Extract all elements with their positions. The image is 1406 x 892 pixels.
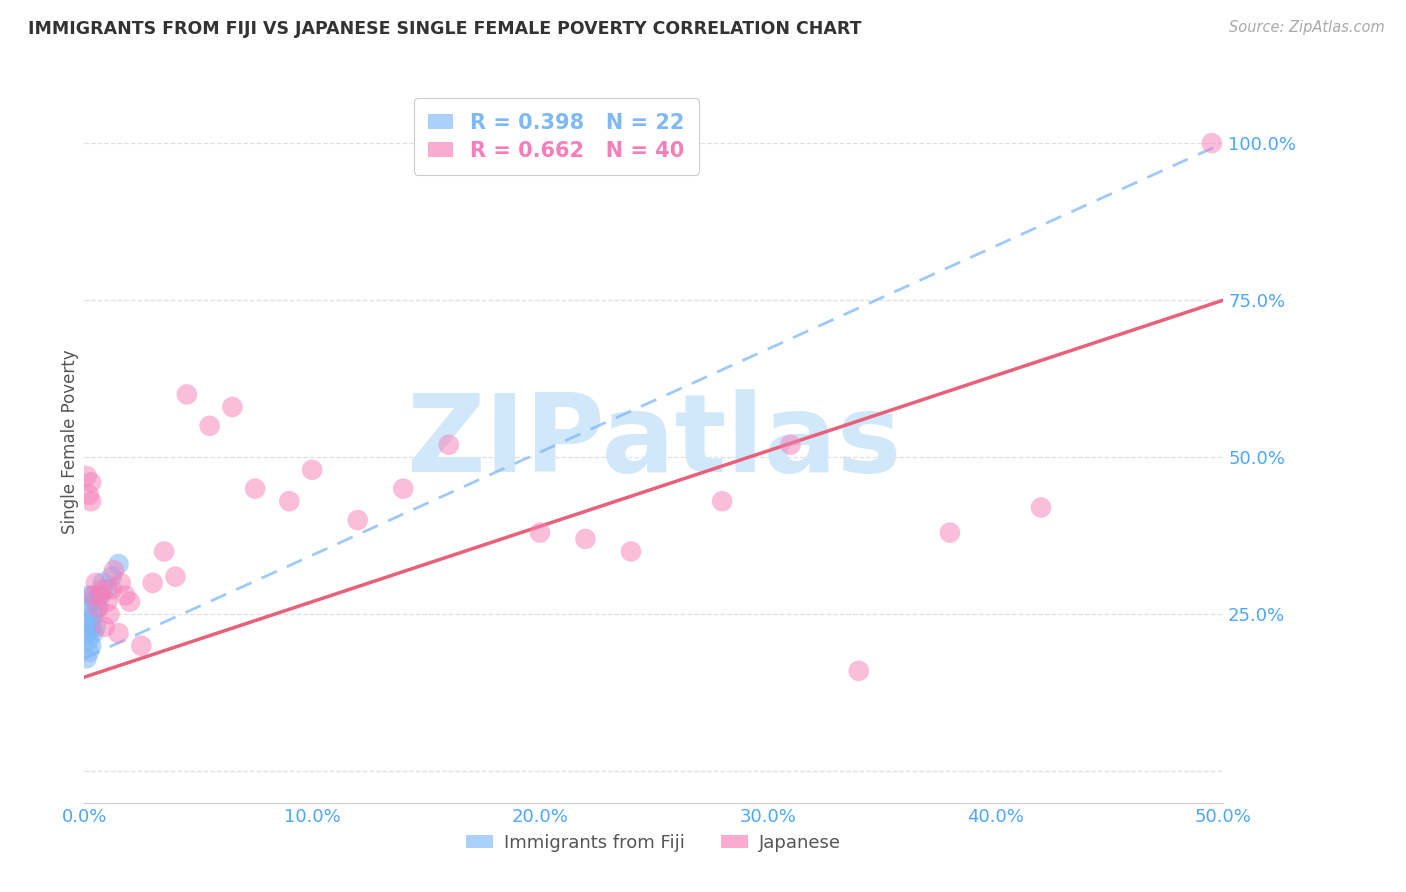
Point: [77, 645, 100, 659]
Point: [114, 589, 136, 603]
Text: Source: ZipAtlas.com: Source: ZipAtlas.com: [1229, 20, 1385, 35]
Point: [91, 575, 114, 590]
Point: [848, 664, 870, 678]
Point: [77, 632, 100, 647]
Point: [118, 595, 141, 609]
Point: [110, 575, 132, 590]
Point: [89, 589, 111, 603]
Point: [84, 575, 107, 590]
Point: [301, 463, 323, 477]
Point: [1201, 136, 1223, 150]
Point: [1029, 500, 1052, 515]
Point: [620, 544, 643, 558]
Point: [392, 482, 415, 496]
Point: [82, 589, 104, 603]
Point: [80, 494, 103, 508]
Point: [80, 595, 103, 609]
Point: [87, 601, 110, 615]
Point: [87, 601, 110, 615]
Text: ZIPatlas: ZIPatlas: [406, 389, 901, 494]
Point: [107, 626, 129, 640]
Point: [574, 532, 596, 546]
Point: [221, 400, 243, 414]
Point: [89, 589, 111, 603]
Point: [198, 418, 221, 433]
Point: [82, 626, 104, 640]
Legend: Immigrants from Fiji, Japanese: Immigrants from Fiji, Japanese: [460, 826, 848, 859]
Point: [346, 513, 368, 527]
Y-axis label: Single Female Poverty: Single Female Poverty: [62, 350, 80, 533]
Point: [939, 525, 962, 540]
Point: [76, 626, 98, 640]
Point: [176, 387, 198, 401]
Point: [107, 557, 129, 571]
Point: [103, 563, 125, 577]
Point: [779, 438, 801, 452]
Point: [80, 475, 103, 490]
Point: [131, 639, 153, 653]
Point: [96, 595, 118, 609]
Point: [94, 620, 117, 634]
Point: [84, 595, 107, 609]
Point: [76, 469, 98, 483]
Point: [76, 651, 98, 665]
Point: [77, 488, 100, 502]
Point: [96, 582, 118, 597]
Point: [100, 582, 122, 597]
Point: [82, 607, 104, 622]
Point: [529, 525, 551, 540]
Point: [91, 582, 114, 597]
Point: [142, 575, 165, 590]
Point: [165, 569, 187, 583]
Text: IMMIGRANTS FROM FIJI VS JAPANESE SINGLE FEMALE POVERTY CORRELATION CHART: IMMIGRANTS FROM FIJI VS JAPANESE SINGLE …: [28, 20, 862, 37]
Point: [76, 601, 98, 615]
Point: [80, 614, 103, 628]
Point: [278, 494, 301, 508]
Point: [100, 569, 122, 583]
Point: [245, 482, 267, 496]
Point: [84, 620, 107, 634]
Point: [77, 589, 100, 603]
Point: [80, 639, 103, 653]
Point: [98, 607, 121, 622]
Point: [711, 494, 734, 508]
Point: [82, 589, 104, 603]
Point: [77, 614, 100, 628]
Point: [80, 620, 103, 634]
Point: [153, 544, 176, 558]
Point: [437, 438, 460, 452]
